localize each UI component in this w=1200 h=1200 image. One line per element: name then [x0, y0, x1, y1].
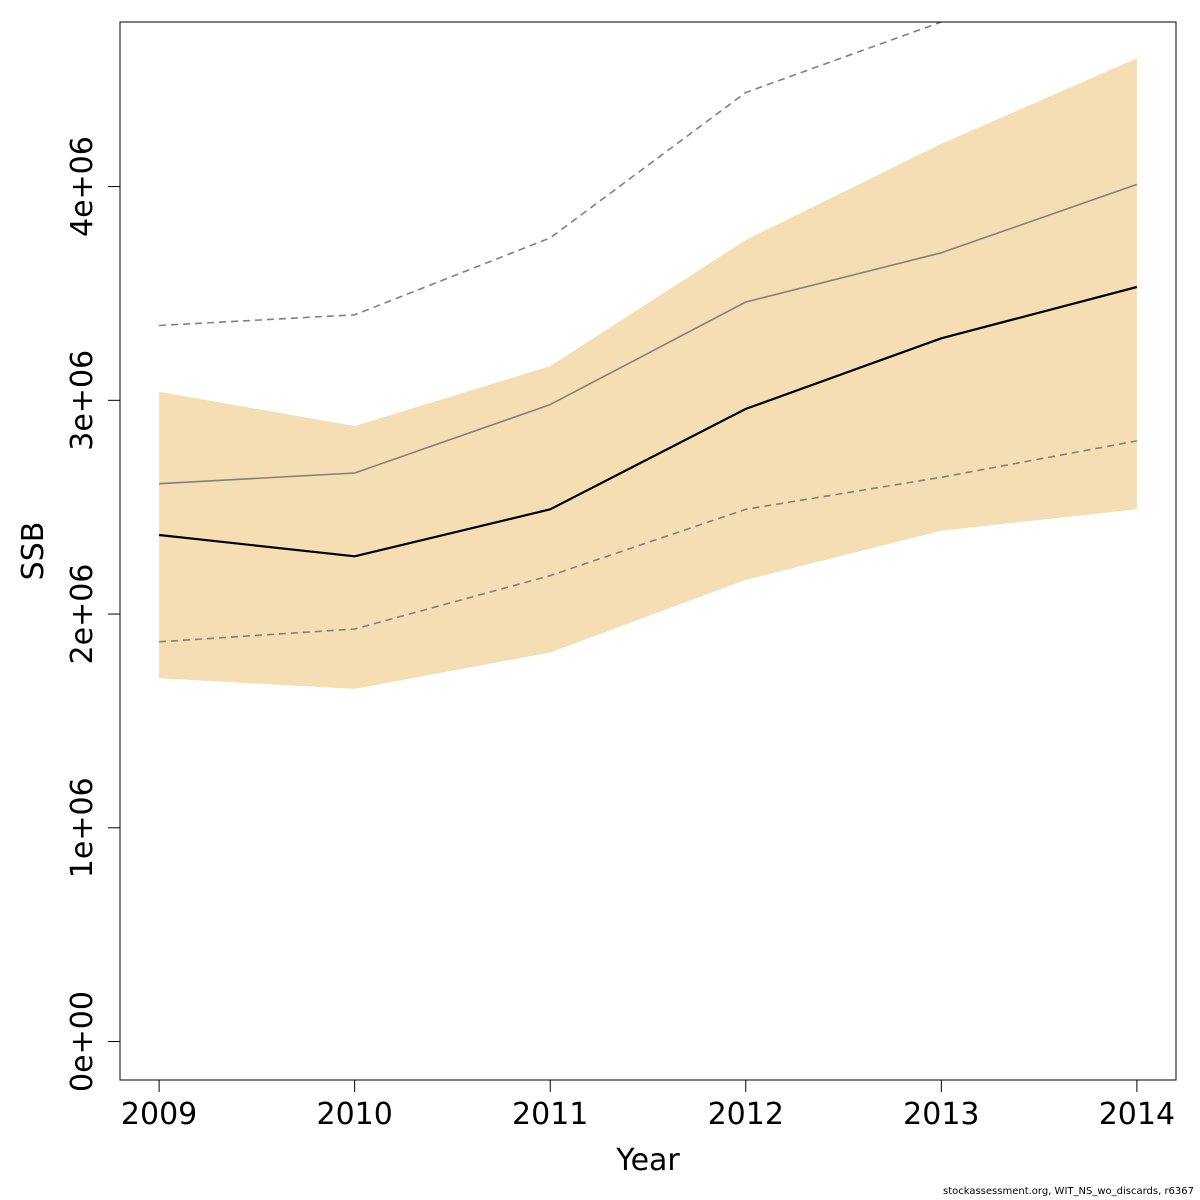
x-axis-title: Year	[615, 1143, 680, 1178]
y-axis-title: SSB	[16, 522, 51, 581]
x-tick-label-2012: 2012	[708, 1097, 784, 1132]
y-tick-label-2: 2e+06	[65, 564, 100, 665]
x-tick-label-2009: 2009	[121, 1097, 197, 1132]
x-tick-label-2011: 2011	[512, 1097, 588, 1132]
footnote: stockassessment.org, WIT_NS_wo_discards,…	[942, 1186, 1194, 1197]
confidence-band	[159, 58, 1137, 689]
x-tick-label-2014: 2014	[1099, 1097, 1175, 1132]
y-axis: 0e+00 1e+06 2e+06 3e+06 4e+06	[65, 136, 120, 1092]
x-tick-label-2013: 2013	[903, 1097, 979, 1132]
series-line-2	[159, 183, 1138, 485]
plot-area	[158, 22, 1138, 689]
y-tick-label-4: 4e+06	[65, 136, 100, 237]
x-axis: 2009 2010 2011 2012 2013 2014	[121, 1080, 1175, 1132]
series-line-1	[158, 285, 1138, 558]
y-tick-label-1: 1e+06	[65, 777, 100, 878]
plot-frame	[119, 21, 1177, 1081]
y-tick-label-3: 3e+06	[65, 350, 100, 451]
x-tick-label-2010: 2010	[316, 1097, 392, 1132]
y-tick-label-0: 0e+00	[65, 991, 100, 1092]
